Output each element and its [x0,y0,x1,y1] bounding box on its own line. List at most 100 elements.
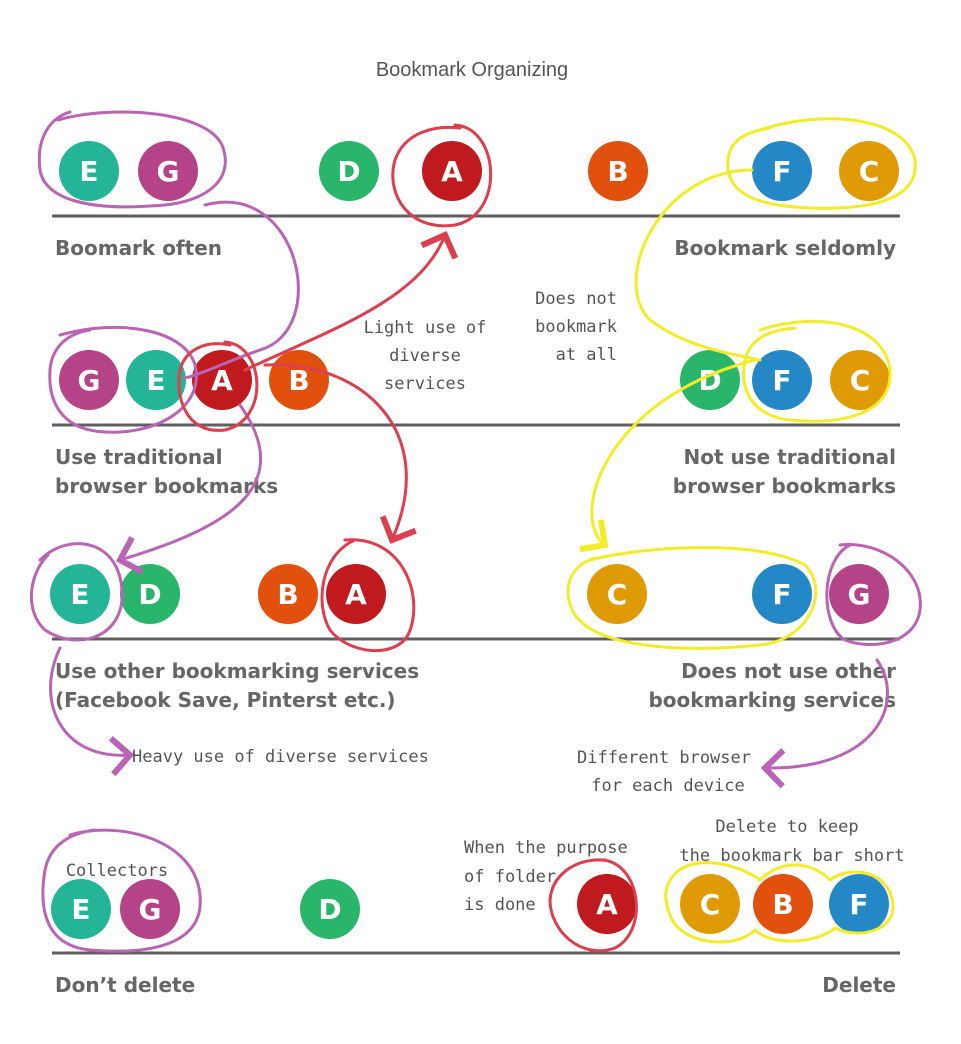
svg-text:E: E [146,364,165,397]
svg-text:G: G [157,155,180,188]
yellow-connector-1 [634,168,762,362]
svg-text:services: services [384,374,466,394]
red-loop-row1 [391,123,493,228]
dot-B: B [753,874,813,934]
svg-text:D: D [318,893,341,926]
note-keep-short: Delete to keep the bookmark bar short [679,817,904,866]
row-1-right-label: Bookmark seldomly [674,236,896,260]
yellow-loop-row1 [726,117,917,210]
svg-text:bookmark: bookmark [535,317,617,337]
svg-text:of folder: of folder [464,867,556,887]
red-loop-row3 [320,538,416,653]
red-loop-row2 [177,340,259,432]
dot-D: D [120,564,180,624]
dot-A: A [326,564,386,624]
svg-text:C: C [850,364,871,397]
svg-text:E: E [70,578,89,611]
svg-text:is done: is done [464,895,536,915]
dot-A: A [192,350,252,410]
svg-text:the bookmark bar short: the bookmark bar short [679,846,904,866]
svg-text:A: A [596,888,618,921]
svg-text:F: F [772,578,791,611]
dot-D: D [319,141,379,201]
dot-G: G [829,564,889,624]
purple-loop-row1 [37,110,227,209]
dot-A: A [577,874,637,934]
svg-text:Does not: Does not [535,289,617,309]
row-1-left-label: Boomark often [55,236,222,260]
red-loop-row4 [548,858,638,953]
row-3-right-label-line1: Does not use other [681,659,896,683]
purple-annotations [30,110,922,953]
purple-connector-1 [183,200,300,380]
yellow-annotations [566,117,917,944]
svg-text:B: B [277,578,298,611]
dot-B: B [269,350,329,410]
svg-text:D: D [138,578,161,611]
dot-B: B [258,564,318,624]
row-4-left-label: Don’t delete [55,973,195,997]
svg-text:Different browser: Different browser [577,748,751,768]
svg-text:When the purpose: When the purpose [464,838,628,858]
svg-text:C: C [607,578,628,611]
dot-C: C [830,350,890,410]
red-connector-2 [263,363,417,544]
row-4-right-label: Delete [822,973,896,997]
svg-text:E: E [79,155,98,188]
dot-F: F [752,564,812,624]
row-4-labels: Don’t delete Delete [55,973,896,997]
dot-E: E [51,879,111,939]
svg-text:G: G [848,578,871,611]
purple-connector-3 [49,646,135,777]
note-collectors: Collectors [66,861,168,881]
svg-text:at all: at all [556,345,617,365]
dot-D: D [680,350,740,410]
svg-text:E: E [71,893,90,926]
svg-text:D: D [337,155,360,188]
svg-text:G: G [139,893,162,926]
dot-G: G [59,350,119,410]
row-2-left-label-line1: Use traditional [55,445,223,469]
svg-text:A: A [211,364,233,397]
dot-F: F [829,874,889,934]
yellow-loop-row3 [566,546,818,650]
purple-loop-row3 [30,542,124,642]
svg-text:F: F [849,888,868,921]
dot-G: G [120,879,180,939]
dot-E: E [126,350,186,410]
svg-text:D: D [698,364,721,397]
red-annotations [177,123,638,953]
dot-A: A [422,141,482,201]
dot-B: B [588,141,648,201]
yellow-loop-row4 [664,861,895,944]
svg-text:Delete to keep: Delete to keep [715,817,858,837]
note-light-use: Light use of diverse services [364,318,487,394]
red-connector-1 [243,231,459,372]
purple-connector-2 [115,403,263,575]
note-no-bookmark: Does not bookmark at all [535,289,617,365]
svg-text:A: A [345,578,367,611]
dot-E: E [50,564,110,624]
row-2-left-label-line2: browser bookmarks [55,474,278,498]
row-1-labels: Boomark often Bookmark seldomly [55,236,896,260]
purple-connector-4 [760,658,889,789]
note-heavy-use: Heavy use of diverse services [132,747,429,767]
svg-text:F: F [772,155,791,188]
dot-F: F [752,141,812,201]
note-purpose-done: When the purpose of folder is done [464,838,628,915]
dot-G: G [138,141,198,201]
row-2-right-label-line1: Not use traditional [683,445,896,469]
row-3-right-label-line2: bookmarking services [648,688,896,712]
row-3-left-label-line2: (Facebook Save, Pinterst etc.) [55,688,396,712]
yellow-connector-2 [579,358,757,553]
svg-text:Light use of: Light use of [364,318,487,338]
dot-C: C [680,874,740,934]
note-different-browser: Different browser for each device [577,748,751,796]
dot-D: D [300,879,360,939]
svg-text:B: B [772,888,793,921]
purple-loop-row2 [48,325,198,434]
purple-loop-row4 [41,828,202,953]
svg-text:F: F [772,364,791,397]
svg-text:diverse: diverse [389,346,461,366]
yellow-loop-row2 [741,319,892,423]
